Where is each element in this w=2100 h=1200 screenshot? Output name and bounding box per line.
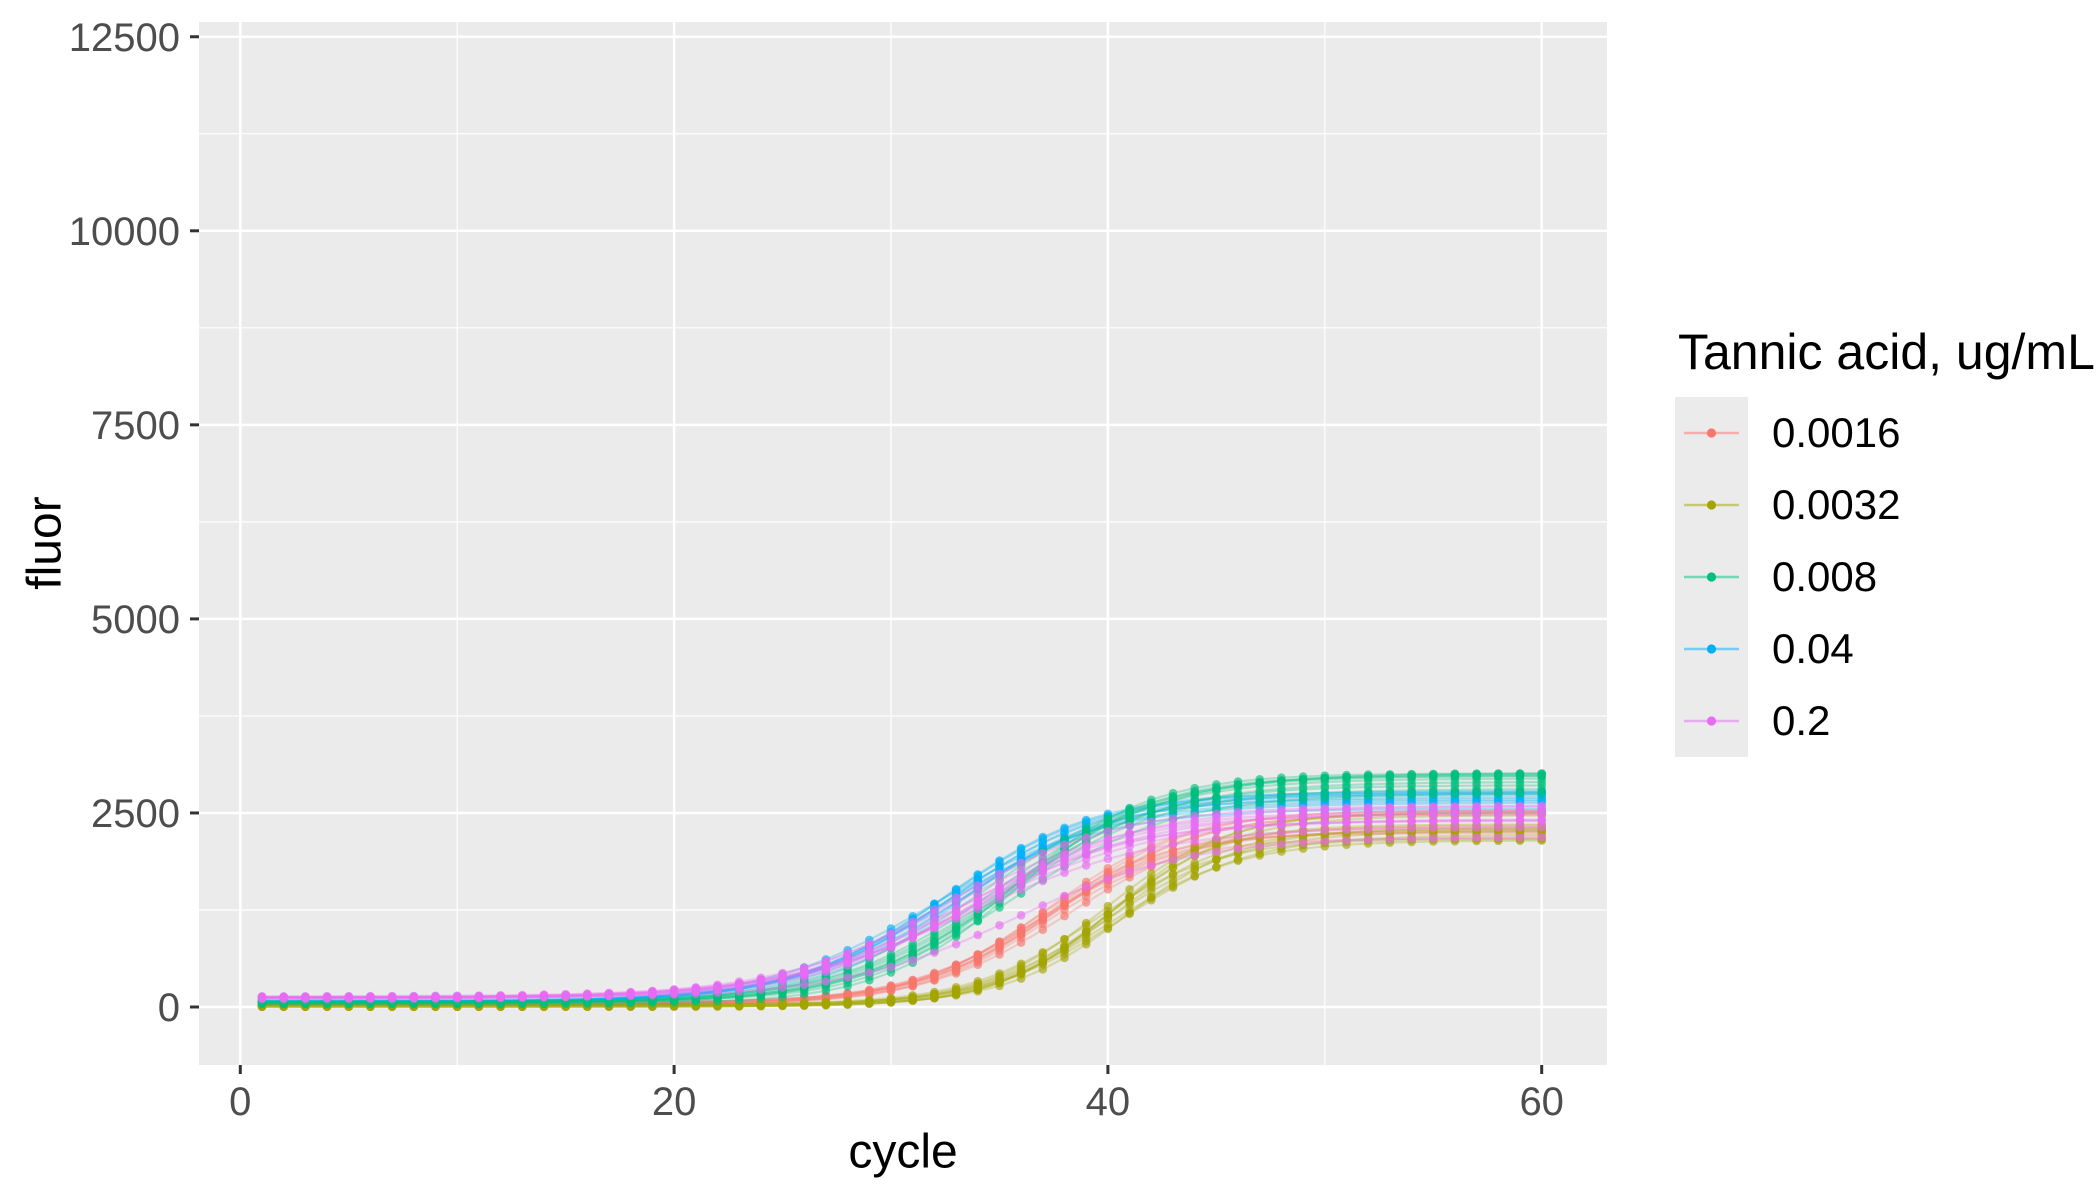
legend-item-label: 0.2 [1772, 697, 1831, 744]
series-0.2-curves [257, 801, 1546, 1003]
legend-items: 0.0016 0.0032 0.008 [1675, 397, 1900, 757]
y-axis-title: fluor [18, 496, 72, 590]
legend-item-label: 0.04 [1772, 625, 1854, 672]
legend-title: Tannic acid, ug/mL [1678, 324, 2095, 380]
x-tick-label: 0 [229, 1080, 251, 1124]
legend-key-glyph [1675, 613, 1748, 685]
y-tick-label: 0 [158, 986, 180, 1030]
y-tick-label: 12500 [69, 16, 180, 60]
axis-ticks [190, 35, 1544, 1074]
legend-item-0.008: 0.008 [1675, 541, 1900, 613]
legend-key-glyph [1675, 469, 1748, 541]
legend-item-label: 0.0016 [1772, 409, 1901, 456]
legend-key-glyph [1675, 541, 1748, 613]
legend-key-glyph [1675, 685, 1748, 757]
panel-background [199, 22, 1607, 1065]
legend-key-glyph [1675, 397, 1748, 469]
x-tick-label: 60 [1519, 1080, 1564, 1124]
y-tick-label: 5000 [91, 598, 180, 642]
y-tick-label: 7500 [91, 404, 180, 448]
x-tick-label: 20 [652, 1080, 697, 1124]
legend-item-0.0016: 0.0016 [1675, 397, 1900, 469]
y-tick-label: 2500 [91, 792, 180, 836]
legend-item-0.0032: 0.0032 [1675, 469, 1900, 541]
axis-tick-labels: 0 20 40 60 0 2500 5000 7500 10000 12500 [69, 16, 1564, 1124]
legend-item-label: 0.008 [1772, 553, 1878, 600]
legend-item-0.04: 0.04 [1675, 613, 1900, 685]
y-tick-label: 10000 [69, 210, 180, 254]
legend-item-0.2: 0.2 [1675, 685, 1900, 757]
x-axis-title: cycle [848, 1125, 958, 1179]
legend-item-label: 0.0032 [1772, 481, 1901, 528]
x-tick-label: 40 [1086, 1080, 1131, 1124]
